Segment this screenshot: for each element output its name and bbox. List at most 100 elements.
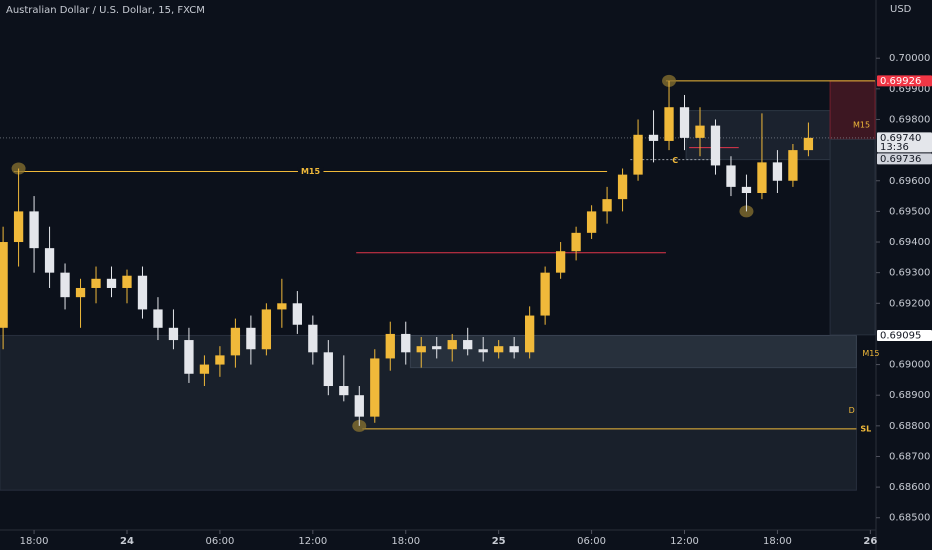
candle-body bbox=[261, 309, 272, 350]
candle-body bbox=[60, 272, 70, 298]
x-tick-label: 18:00 bbox=[20, 536, 49, 547]
candle-body bbox=[679, 107, 690, 138]
candle-body bbox=[695, 125, 705, 138]
candle-body bbox=[555, 251, 566, 273]
y-tick-label: 0.68500 bbox=[889, 513, 930, 524]
price-badge-sub: 13:36 bbox=[880, 142, 909, 153]
candle-body bbox=[122, 275, 132, 288]
candle-body bbox=[29, 211, 39, 249]
candle-body bbox=[432, 346, 442, 350]
candle-body bbox=[13, 211, 24, 243]
y-tick-label: 0.69400 bbox=[889, 237, 930, 248]
candle-body bbox=[741, 186, 752, 194]
candle-body bbox=[447, 340, 457, 350]
candle-body bbox=[803, 137, 814, 151]
y-tick-label: 0.69200 bbox=[889, 298, 930, 309]
y-tick-label: 0.68600 bbox=[889, 482, 930, 493]
note: D bbox=[849, 406, 855, 415]
price-badge-label: 0.69926 bbox=[880, 76, 921, 87]
zone-label: M15 bbox=[862, 349, 879, 358]
y-tick-label: 0.69000 bbox=[889, 360, 930, 371]
x-tick-label: 06:00 bbox=[205, 536, 234, 547]
candle-body bbox=[91, 278, 101, 288]
x-tick-label: 25 bbox=[492, 536, 506, 547]
x-tick-label: 18:00 bbox=[763, 536, 792, 547]
y-tick-label: 0.68800 bbox=[889, 421, 930, 432]
y-tick-label: 0.70000 bbox=[889, 53, 930, 64]
level-label: M15 bbox=[301, 167, 321, 176]
candle-body bbox=[416, 346, 426, 353]
candle-body bbox=[540, 272, 550, 316]
candle-body bbox=[509, 346, 519, 353]
zone bbox=[0, 334, 857, 491]
x-tick-label: 18:00 bbox=[391, 536, 420, 547]
candle-body bbox=[494, 346, 504, 353]
candle-body bbox=[199, 364, 210, 374]
candle-body bbox=[308, 324, 318, 353]
candle-body bbox=[323, 352, 333, 387]
candle-body bbox=[153, 309, 163, 328]
y-axis-label: USD bbox=[890, 4, 912, 15]
zone bbox=[829, 80, 876, 140]
price-badge-label: 0.69095 bbox=[880, 330, 921, 341]
candle-body bbox=[726, 165, 736, 187]
candle-body bbox=[463, 340, 473, 350]
zone-label: M15 bbox=[853, 120, 870, 129]
candle-body bbox=[757, 162, 767, 194]
y-tick-label: 0.69800 bbox=[889, 114, 930, 125]
candle-body bbox=[44, 248, 55, 273]
candle-body bbox=[339, 386, 349, 396]
price-badge bbox=[877, 132, 932, 153]
candle-body bbox=[633, 134, 643, 175]
y-tick-label: 0.69900 bbox=[889, 84, 930, 95]
x-tick-label: 24 bbox=[120, 536, 134, 547]
candle-body bbox=[401, 333, 411, 353]
candle-body bbox=[385, 333, 395, 359]
price-badge bbox=[877, 329, 932, 341]
candle-body bbox=[230, 327, 241, 356]
candle-body bbox=[648, 134, 659, 141]
candle-body bbox=[75, 287, 86, 298]
candle-body bbox=[246, 327, 256, 350]
y-tick-label: 0.68700 bbox=[889, 451, 930, 462]
candle-body bbox=[354, 395, 364, 417]
candle-body bbox=[772, 162, 783, 181]
candle-body bbox=[710, 125, 721, 166]
label-bg bbox=[297, 167, 324, 177]
candle-body bbox=[184, 340, 194, 374]
zone bbox=[409, 334, 857, 369]
candle-body bbox=[571, 232, 581, 252]
x-tick-label: 06:00 bbox=[577, 536, 606, 547]
candle-body bbox=[0, 242, 8, 328]
candle-body bbox=[370, 358, 380, 417]
candle-body bbox=[788, 150, 798, 181]
chart-title: Australian Dollar / U.S. Dollar, 15, FXC… bbox=[6, 5, 205, 16]
x-tick-label: 12:00 bbox=[670, 536, 699, 547]
y-tick-label: 0.69600 bbox=[889, 176, 930, 187]
zone bbox=[829, 138, 876, 336]
candle-body bbox=[602, 199, 612, 212]
candle-body bbox=[586, 211, 597, 233]
candle-body bbox=[478, 349, 488, 353]
candle-body bbox=[292, 303, 302, 325]
candle-body bbox=[617, 174, 628, 200]
x-tick-label: 12:00 bbox=[298, 536, 327, 547]
price-badge bbox=[877, 75, 932, 87]
y-tick-label: 0.69300 bbox=[889, 268, 930, 279]
level-label: SL bbox=[860, 424, 871, 433]
candle-body bbox=[525, 315, 535, 353]
price-badge bbox=[877, 153, 932, 165]
x-tick-label: 26 bbox=[863, 536, 877, 547]
level-label: C bbox=[672, 156, 678, 165]
y-tick-label: 0.69500 bbox=[889, 206, 930, 217]
candle-body bbox=[106, 278, 117, 288]
candle-body bbox=[277, 303, 287, 310]
price-badge-label: 0.69740 bbox=[880, 133, 921, 144]
candle-body bbox=[664, 107, 674, 141]
price-badge-label: 0.69736 bbox=[880, 154, 921, 165]
candle-body bbox=[168, 327, 179, 341]
candle-body bbox=[137, 275, 148, 310]
y-tick-label: 0.68900 bbox=[889, 390, 930, 401]
